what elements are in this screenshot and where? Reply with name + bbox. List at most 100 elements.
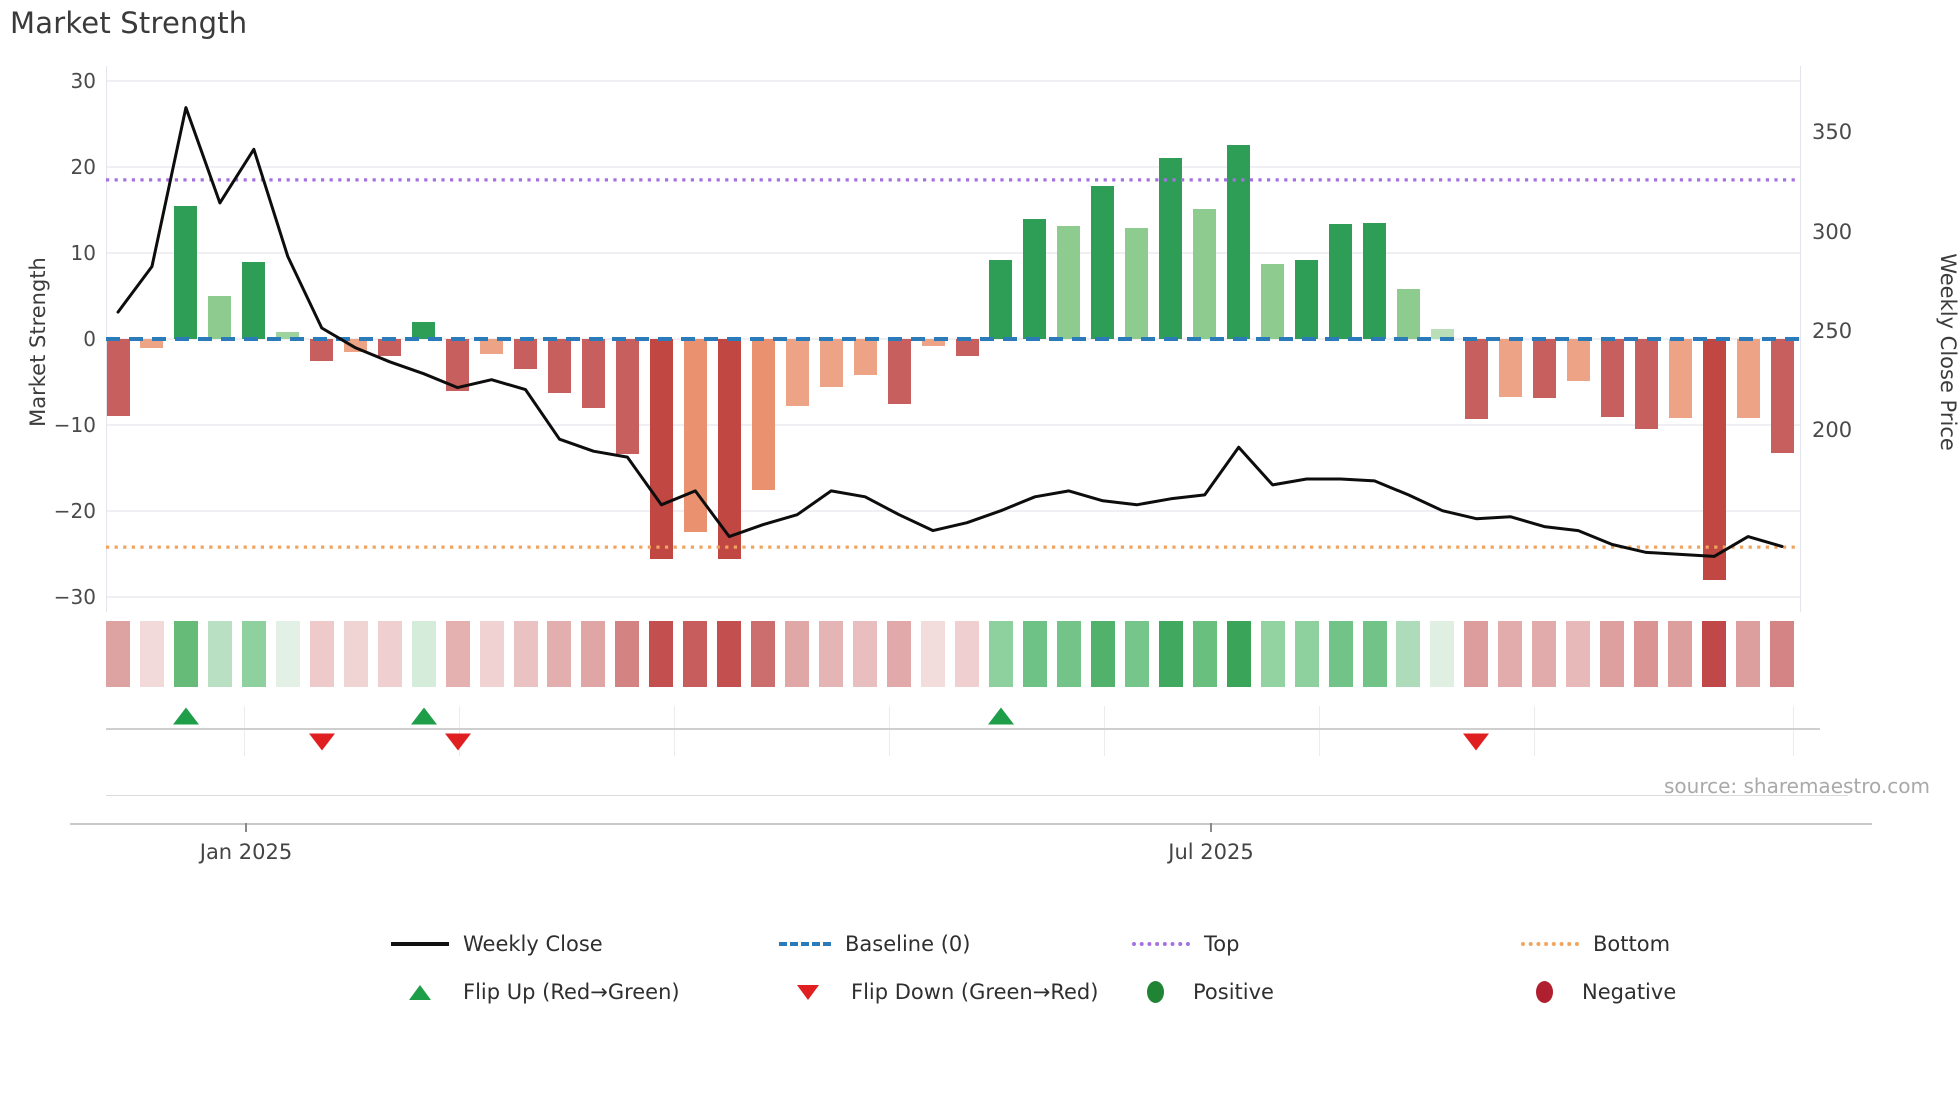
right-spine [1800,66,1801,612]
heat-cell-10 [411,621,436,687]
bar-week-40 [1430,328,1454,339]
heat-cell-48 [1702,621,1727,687]
legend-label: Flip Up (Red→Green) [463,980,680,1004]
x-tick [1210,823,1212,832]
left-tick-label: 30 [70,69,96,93]
heat-cell-3 [173,621,198,687]
heat-cell-18 [683,621,708,687]
left-tick-label: −30 [53,585,96,609]
left-tick-label: 20 [70,155,96,179]
legend-label: Baseline (0) [845,932,971,956]
heat-cell-50 [1770,621,1795,687]
heat-cell-40 [1430,621,1455,687]
legend-item-tri-down-red: Flip Down (Green→Red) [779,977,1098,1007]
x-tick [245,823,247,832]
tri-down-red-swatch [797,984,819,1000]
heat-cell-39 [1396,621,1421,687]
bar-week-41 [1464,339,1488,419]
gridline [106,338,1800,340]
bar-week-24 [887,339,911,405]
gridline [106,424,1800,426]
source-credit: source: sharemaestro.com [1664,774,1930,798]
heat-cell-43 [1532,621,1557,687]
heat-cell-22 [819,621,844,687]
bar-week-48 [1702,339,1726,580]
bar-week-38 [1363,222,1387,339]
gridline [106,596,1800,598]
heat-cell-21 [785,621,810,687]
bar-week-42 [1498,339,1522,398]
bar-week-14 [547,339,571,394]
right-tick-label: 200 [1812,418,1853,443]
bar-week-35 [1261,264,1285,339]
bar-week-10 [412,321,436,339]
marker-gridline [1793,706,1794,756]
heat-cell-7 [309,621,334,687]
bar-week-36 [1295,259,1319,339]
bar-week-1 [106,339,130,417]
bar-week-21 [785,339,809,407]
heat-cell-32 [1158,621,1183,687]
heat-cell-47 [1668,621,1693,687]
bar-week-16 [615,339,639,455]
bar-week-25 [921,339,945,346]
bar-week-29 [1057,226,1081,339]
heat-cell-9 [377,621,402,687]
heat-cell-36 [1294,621,1319,687]
circle-darkred-swatch [1536,981,1553,1003]
bar-week-45 [1600,339,1624,418]
bar-week-2 [140,339,164,348]
gridline [106,510,1800,512]
heat-cell-25 [921,621,946,687]
legend-item-circle-darkred: Negative [1521,977,1676,1007]
bar-week-46 [1634,339,1658,430]
dot-purple-swatch [1132,942,1190,946]
legend-item-dot-orange: Bottom [1521,929,1670,959]
legend-item-line-black: Weekly Close [391,929,603,959]
marker-gridline [889,706,890,756]
bar-week-32 [1159,157,1183,339]
bar-week-5 [242,261,266,339]
left-tick-label: 0 [83,327,96,351]
heat-cell-6 [275,621,300,687]
flip-up-marker [410,707,437,725]
bar-week-23 [853,339,877,376]
bar-week-15 [581,339,605,408]
legend-label: Weekly Close [463,932,603,956]
heat-cell-26 [955,621,979,687]
marker-gridline [244,706,245,756]
bar-week-6 [276,332,300,339]
heat-cell-2 [139,621,164,687]
heat-cell-46 [1634,621,1659,687]
marker-gridline [1534,706,1535,756]
flip-down-marker [444,733,471,751]
legend-item-tri-up-green: Flip Up (Red→Green) [391,977,680,1007]
heat-cell-15 [581,621,606,687]
bar-week-34 [1227,144,1251,339]
circle-green-swatch [1147,981,1164,1003]
heat-cell-35 [1260,621,1285,687]
gridline [106,80,1800,82]
heat-cell-17 [649,621,674,687]
heat-cell-41 [1464,621,1489,687]
heat-cell-12 [479,621,504,687]
x-tick-label: Jan 2025 [199,840,293,864]
divider-line [106,795,1848,796]
legend-item-dash-blue: Baseline (0) [779,929,970,959]
bar-week-30 [1091,185,1115,339]
bar-week-18 [683,339,707,532]
bar-week-43 [1532,339,1556,399]
dash-blue-swatch [779,942,831,946]
marker-baseline [106,728,1820,730]
marker-gridline [459,706,460,756]
right-tick-label: 250 [1812,319,1853,343]
heat-cell-45 [1600,621,1625,687]
heat-cell-23 [853,621,878,687]
x-tick-label: Jul 2025 [1168,840,1254,864]
legend-label: Flip Down (Green→Red) [851,980,1099,1004]
gridline [106,252,1800,254]
heat-cell-42 [1498,621,1523,687]
